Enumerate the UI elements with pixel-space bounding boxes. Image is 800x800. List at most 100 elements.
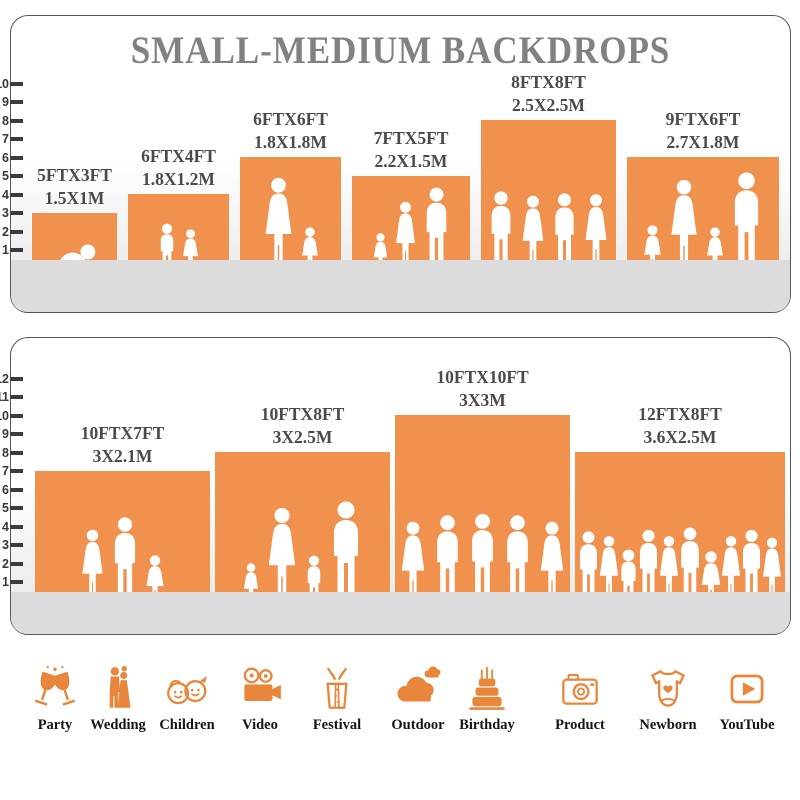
category-label: Product — [555, 717, 605, 733]
festival-icon — [312, 664, 362, 714]
panel-medium-large: 123456789101112 10FTX7FT3X2.1M10FTX8FT3X… — [0, 337, 791, 635]
axis-tick-label: 7 — [2, 464, 9, 478]
category-newborn: Newborn — [620, 664, 716, 734]
bar-size-label: 9FTX6FT 2.7X1.8M — [666, 108, 741, 153]
size-ft: 7FTX5FT — [373, 128, 449, 149]
floor-bottom — [11, 592, 790, 634]
size-ft: 8FTX8FT — [511, 72, 586, 93]
axis-tick — [10, 155, 23, 160]
backdrop-bar-8ftx8ft: 8FTX8FT 2.5X2.5M — [481, 72, 616, 260]
video-icon — [235, 664, 285, 714]
axis-tick-label: 7 — [2, 132, 9, 146]
axis-tick-label: 9 — [2, 95, 9, 109]
birthday-icon — [462, 664, 512, 714]
category-label: Children — [159, 717, 215, 733]
axis-tick-label: 2 — [2, 224, 9, 239]
axis-tick-label: 6 — [2, 482, 9, 497]
bar-size-label: 8FTX8FT 2.5X2.5M — [511, 71, 586, 116]
category-label: Festival — [312, 717, 362, 733]
axis-tick — [10, 487, 23, 492]
category-birthday: Birthday — [439, 664, 535, 734]
bar-size-label: 10FTX10FT 3X3M — [436, 366, 528, 411]
category-label: Party — [37, 717, 73, 733]
bar-size-label: 6FTX6FT 1.8X1.8M — [253, 108, 328, 153]
newborn-icon — [643, 664, 693, 714]
backdrop-bar-6ftx4ft: 6FTX4FT 1.8X1.2M — [128, 146, 229, 260]
size-ft: 5FTX3FT — [37, 165, 112, 186]
size-ft: 12FTX8FT — [638, 404, 722, 425]
axis-tick — [10, 211, 23, 215]
axis-tick-label: 11 — [0, 390, 9, 404]
bar-size-label: 10FTX7FT 3X2.1M — [81, 422, 165, 467]
axis-tick — [10, 469, 23, 473]
wedding-icon — [93, 664, 143, 714]
bar-size-label: 10FTX8FT 3X2.5M — [261, 403, 345, 448]
category-product: Product — [532, 664, 628, 734]
axis-tick-label: 4 — [2, 187, 9, 202]
size-m: 3X3M — [459, 389, 506, 410]
axis-tick — [10, 450, 23, 455]
silhouette-woman-icon — [536, 521, 568, 601]
axis-tick — [10, 229, 23, 234]
bar-size-label: 7FTX5FT 2.2X1.5M — [374, 127, 449, 172]
axis-tick-label: 3 — [2, 538, 9, 552]
silhouette-woman-icon — [392, 201, 419, 269]
category-youtube: YouTube — [699, 664, 795, 734]
axis-tick-label: 2 — [2, 556, 9, 571]
backdrop-bar-12ftx8ft: 12FTX8FT 3.6X2.5M — [575, 404, 785, 592]
people-silhouettes — [215, 501, 390, 601]
category-children: Children — [139, 664, 235, 734]
axis-tick — [10, 413, 23, 418]
axis-tick-label: 12 — [0, 371, 9, 386]
category-legend: Party Wedding Children Video Festival Outdoor… — [0, 658, 800, 768]
people-silhouettes — [395, 513, 570, 601]
axis-tick — [10, 580, 23, 584]
category-festival: Festival — [289, 664, 385, 734]
size-ft: 9FTX6FT — [665, 109, 741, 130]
floor-top — [11, 260, 790, 312]
size-m: 3X2.1M — [92, 445, 153, 466]
silhouette-woman-icon — [581, 193, 611, 269]
axis-tick — [10, 137, 23, 141]
axis-tick-label: 8 — [2, 445, 9, 460]
axis-tick-label: 3 — [2, 206, 9, 220]
axis-tick-label: 5 — [2, 501, 9, 515]
size-m: 2.5X2.5M — [512, 94, 585, 115]
axis-tick-label: 8 — [2, 113, 9, 128]
axis-tick — [10, 543, 23, 547]
people-silhouettes — [35, 517, 210, 601]
axis-tick-label: 1 — [2, 575, 9, 589]
backdrop-bar-10ftx10ft: 10FTX10FT 3X3M — [395, 367, 570, 592]
people-silhouettes — [575, 527, 785, 601]
silhouette-man-icon — [550, 193, 579, 269]
size-m: 1.8X1.2M — [142, 168, 215, 189]
silhouette-man-icon — [431, 515, 464, 601]
silhouette-man-icon — [501, 515, 534, 601]
silhouette-woman-icon — [78, 529, 107, 601]
bar-size-label: 6FTX4FT 1.8X1.2M — [141, 145, 216, 190]
size-m: 1.8X1.8M — [254, 131, 327, 152]
backdrop-bar-10ftx8ft: 10FTX8FT 3X2.5M — [215, 404, 390, 592]
people-silhouettes — [352, 187, 470, 269]
size-m: 2.2X1.5M — [374, 150, 448, 171]
size-m: 3.6X2.5M — [643, 426, 717, 447]
silhouette-woman-icon — [263, 507, 301, 601]
size-ft: 6FTX6FT — [253, 109, 328, 130]
product-icon — [555, 664, 605, 714]
backdrop-bar-10ftx7ft: 10FTX7FT 3X2.1M — [35, 423, 210, 592]
page-title: SMALL-MEDIUM BACKDROPS — [130, 29, 671, 72]
silhouette-man-icon — [327, 501, 365, 601]
people-silhouettes — [627, 172, 779, 269]
axis-tick-label: 6 — [2, 150, 9, 165]
children-icon — [162, 664, 212, 714]
size-ft: 10FTX8FT — [260, 404, 345, 425]
silhouette-man-icon — [109, 517, 141, 601]
outdoor-icon — [393, 664, 443, 714]
category-label: Video — [242, 717, 278, 733]
category-label: Newborn — [639, 717, 697, 733]
silhouette-man-icon — [421, 187, 452, 269]
axis-tick — [10, 174, 23, 178]
axis-tick — [10, 432, 23, 436]
axis-tick — [10, 118, 23, 123]
